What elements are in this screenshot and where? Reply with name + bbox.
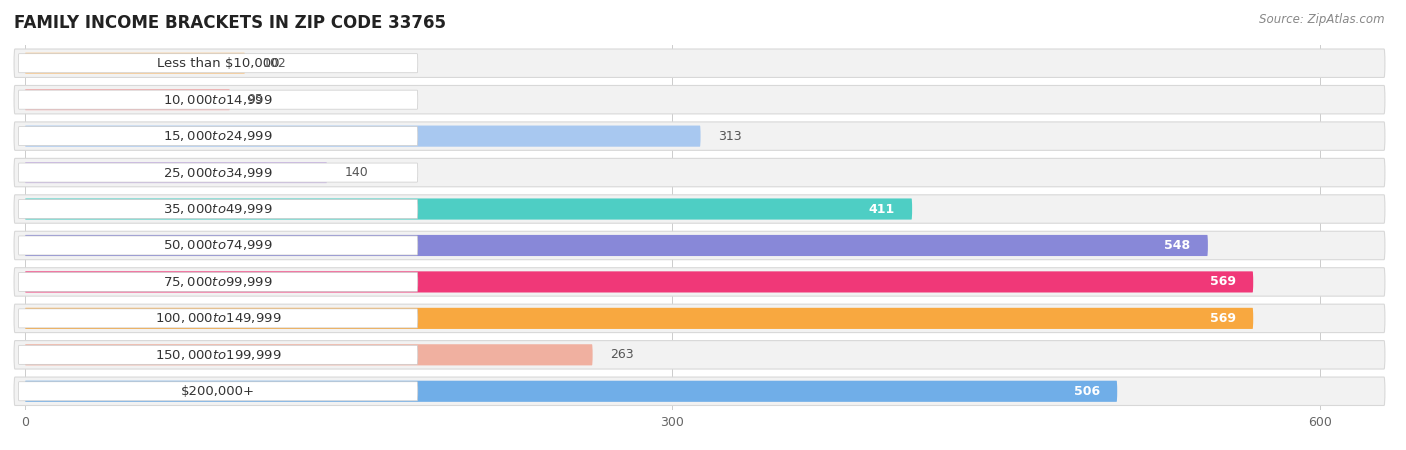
FancyBboxPatch shape bbox=[18, 236, 418, 255]
Text: 411: 411 bbox=[869, 202, 894, 216]
Text: Less than $10,000: Less than $10,000 bbox=[157, 57, 280, 70]
FancyBboxPatch shape bbox=[25, 235, 1208, 256]
FancyBboxPatch shape bbox=[18, 345, 418, 365]
FancyBboxPatch shape bbox=[25, 308, 1253, 329]
FancyBboxPatch shape bbox=[25, 381, 1118, 402]
Text: $100,000 to $149,999: $100,000 to $149,999 bbox=[155, 311, 281, 325]
Text: $150,000 to $199,999: $150,000 to $199,999 bbox=[155, 348, 281, 362]
Text: $35,000 to $49,999: $35,000 to $49,999 bbox=[163, 202, 273, 216]
Text: 95: 95 bbox=[247, 93, 263, 106]
Text: $50,000 to $74,999: $50,000 to $74,999 bbox=[163, 238, 273, 252]
FancyBboxPatch shape bbox=[14, 304, 1385, 333]
FancyBboxPatch shape bbox=[14, 49, 1385, 77]
Text: 569: 569 bbox=[1211, 275, 1236, 288]
Text: $25,000 to $34,999: $25,000 to $34,999 bbox=[163, 166, 273, 180]
Text: 569: 569 bbox=[1211, 312, 1236, 325]
FancyBboxPatch shape bbox=[25, 344, 592, 365]
Text: $200,000+: $200,000+ bbox=[181, 385, 254, 398]
FancyBboxPatch shape bbox=[14, 341, 1385, 369]
FancyBboxPatch shape bbox=[25, 162, 328, 183]
Text: 548: 548 bbox=[1164, 239, 1191, 252]
FancyBboxPatch shape bbox=[18, 90, 418, 109]
FancyBboxPatch shape bbox=[14, 377, 1385, 405]
FancyBboxPatch shape bbox=[14, 231, 1385, 260]
Text: 102: 102 bbox=[263, 57, 285, 70]
FancyBboxPatch shape bbox=[18, 309, 418, 328]
FancyBboxPatch shape bbox=[25, 198, 912, 220]
FancyBboxPatch shape bbox=[14, 268, 1385, 296]
FancyBboxPatch shape bbox=[18, 126, 418, 146]
FancyBboxPatch shape bbox=[18, 54, 418, 73]
Text: 313: 313 bbox=[718, 130, 741, 143]
Text: $15,000 to $24,999: $15,000 to $24,999 bbox=[163, 129, 273, 143]
Text: FAMILY INCOME BRACKETS IN ZIP CODE 33765: FAMILY INCOME BRACKETS IN ZIP CODE 33765 bbox=[14, 14, 446, 32]
FancyBboxPatch shape bbox=[18, 163, 418, 182]
FancyBboxPatch shape bbox=[14, 195, 1385, 223]
FancyBboxPatch shape bbox=[14, 122, 1385, 150]
FancyBboxPatch shape bbox=[14, 86, 1385, 114]
FancyBboxPatch shape bbox=[25, 271, 1253, 292]
FancyBboxPatch shape bbox=[25, 89, 231, 110]
Text: Source: ZipAtlas.com: Source: ZipAtlas.com bbox=[1260, 14, 1385, 27]
FancyBboxPatch shape bbox=[18, 272, 418, 292]
FancyBboxPatch shape bbox=[25, 53, 245, 74]
Text: 506: 506 bbox=[1074, 385, 1099, 398]
Text: 263: 263 bbox=[610, 348, 634, 361]
FancyBboxPatch shape bbox=[25, 126, 700, 147]
FancyBboxPatch shape bbox=[14, 158, 1385, 187]
Text: $75,000 to $99,999: $75,000 to $99,999 bbox=[163, 275, 273, 289]
Text: $10,000 to $14,999: $10,000 to $14,999 bbox=[163, 93, 273, 107]
FancyBboxPatch shape bbox=[18, 199, 418, 219]
FancyBboxPatch shape bbox=[18, 382, 418, 401]
Text: 140: 140 bbox=[344, 166, 368, 179]
